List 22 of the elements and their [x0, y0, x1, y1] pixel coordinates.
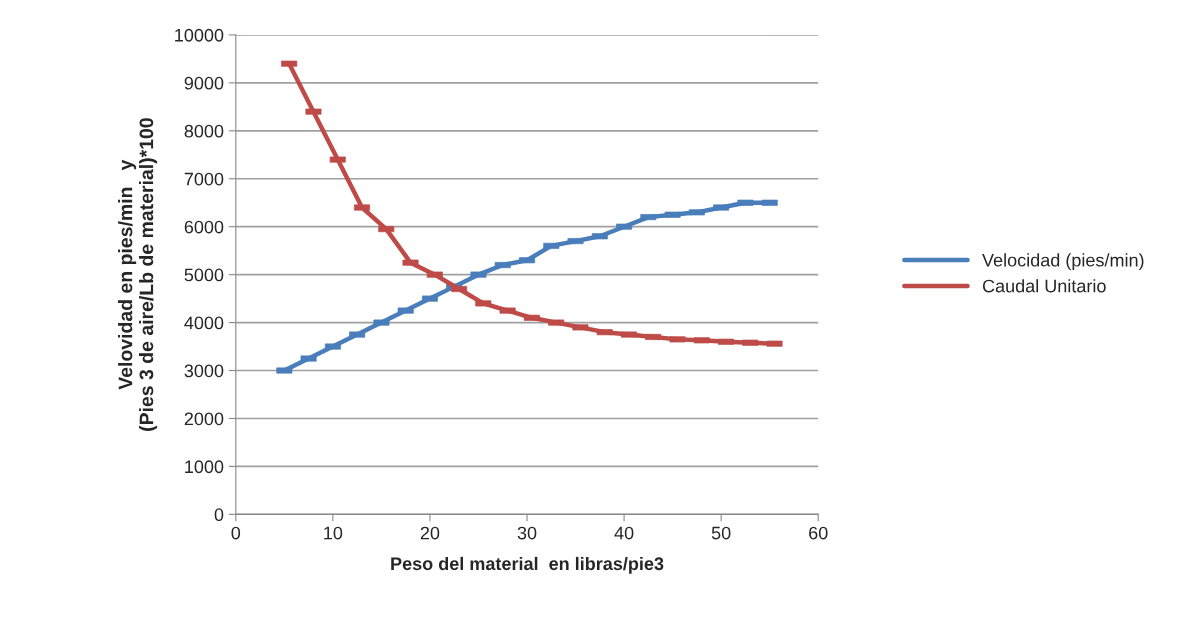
y-tick-label: 9000	[184, 76, 224, 90]
y-tick-label: 5000	[184, 268, 224, 282]
x-tick-label: 50	[711, 526, 731, 540]
y-tick-label: 0	[214, 508, 224, 522]
y-axis-title: Velovidad en pies/min y (Pies 3 de aire/Lb de material)*100	[118, 118, 158, 431]
y-tick-label: 7000	[184, 172, 224, 186]
legend-label: Caudal Unitario	[982, 279, 1106, 293]
legend-label: Velocidad (pies/min)	[982, 253, 1144, 271]
x-tick-label: 0	[231, 526, 241, 540]
x-tick-label: 30	[517, 526, 537, 540]
y-tick-label: 10000	[175, 28, 224, 42]
y-tick-label: 1000	[185, 460, 224, 474]
x-tick-label: 60	[809, 526, 828, 540]
x-tick-label: 20	[420, 526, 440, 540]
x-axis-title: Peso del material en libras/pie3	[391, 556, 664, 574]
y-tick-label: 4000	[184, 316, 224, 330]
x-tick-label: 10	[324, 526, 343, 540]
y-tick-label: 8000	[184, 124, 224, 138]
y-tick-label: 6000	[184, 220, 224, 234]
x-tick-label: 40	[614, 526, 634, 540]
y-tick-label: 2000	[184, 412, 224, 426]
y-tick-label: 3000	[184, 364, 224, 378]
